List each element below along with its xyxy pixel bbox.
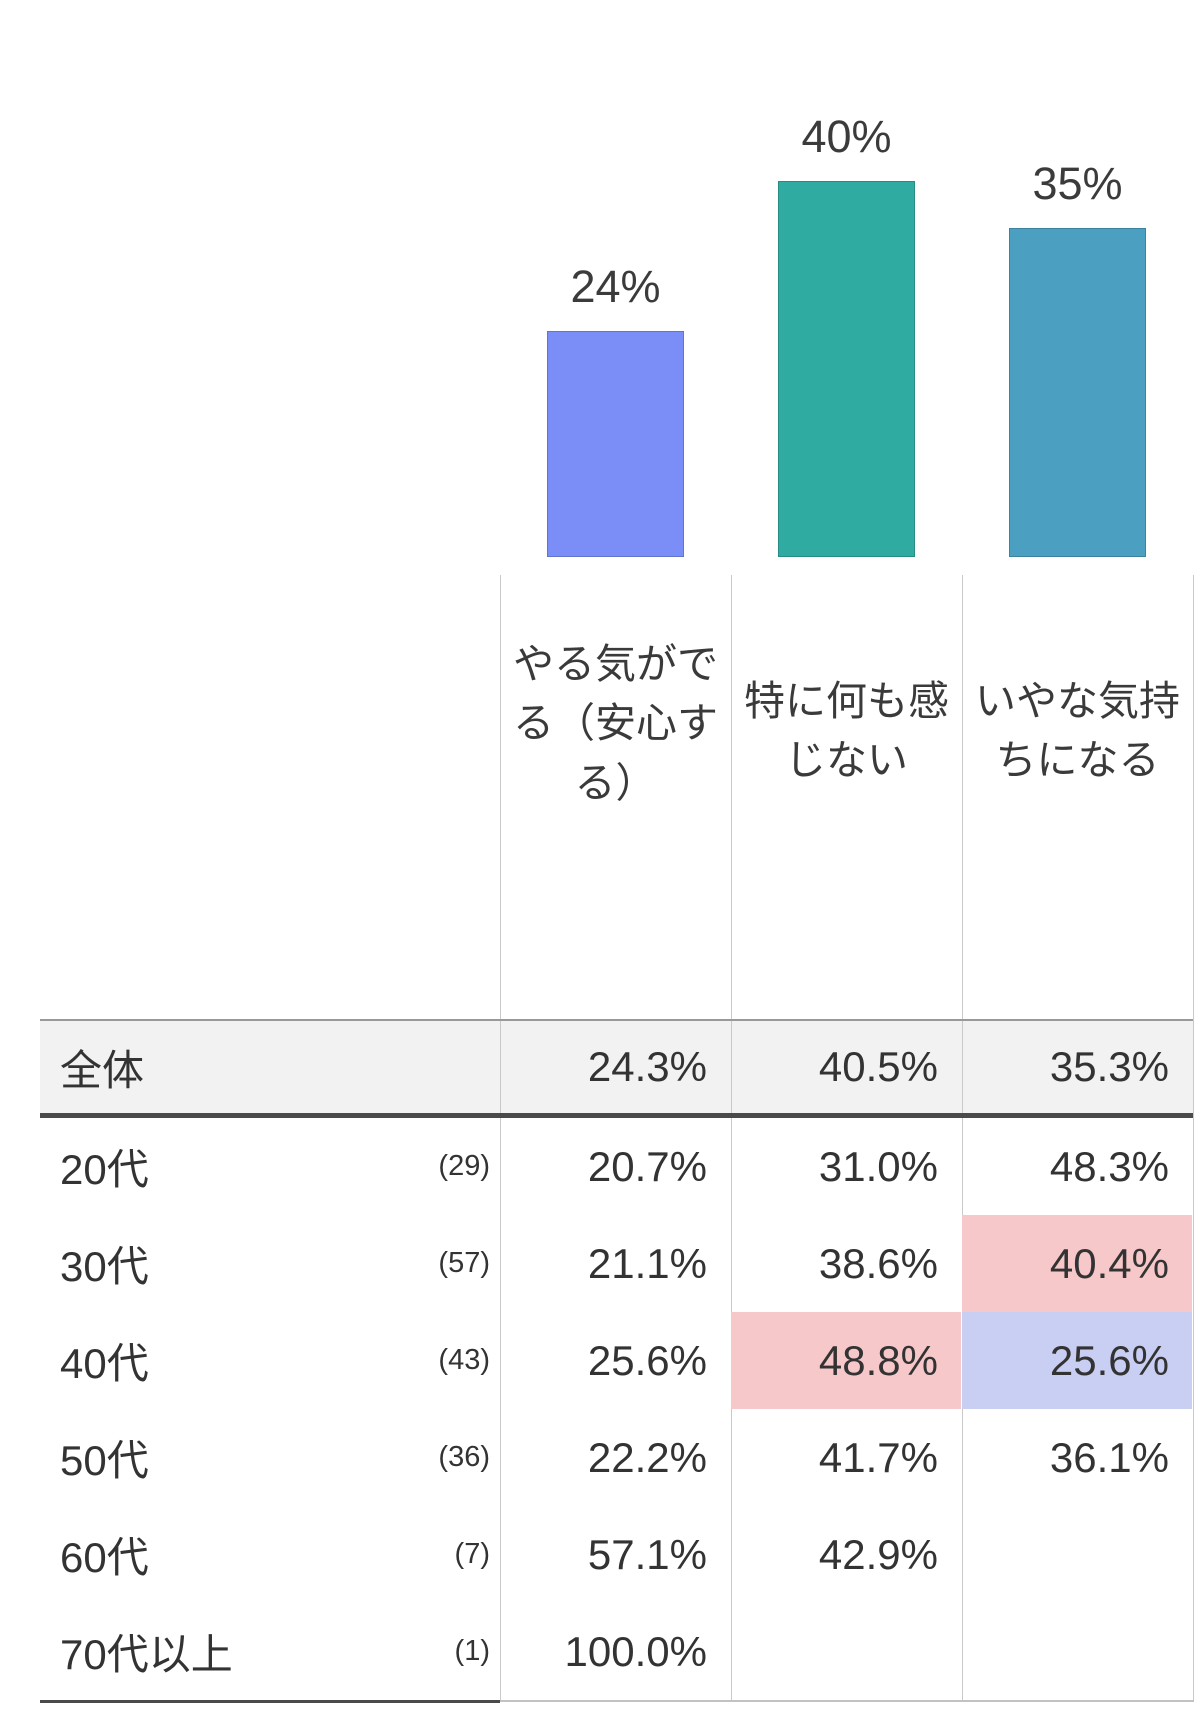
- age-row-count: (1): [454, 1635, 490, 1667]
- highlighted-cell-blue: [962, 1312, 1192, 1409]
- age-cell-value: 48.3%: [1049, 1142, 1169, 1190]
- bar-value-label: 40%: [801, 111, 892, 162]
- age-cell-value: 31.0%: [818, 1142, 938, 1190]
- age-row-label: 30代: [60, 1243, 149, 1290]
- age-cell-value: 57.1%: [587, 1530, 707, 1578]
- bar-motivated: [547, 331, 684, 557]
- age-cell-value: 22.2%: [587, 1433, 707, 1481]
- column-gridline: [1193, 575, 1194, 1700]
- age-row-label: 50代: [60, 1437, 149, 1484]
- bar-value-label: 35%: [1032, 158, 1123, 209]
- column-header-motivated: やる気がで る（安心す る）: [513, 641, 718, 806]
- age-row-count: (7): [454, 1538, 490, 1570]
- overall-cell-value: 35.3%: [1049, 1043, 1169, 1090]
- age-cell-value: 25.6%: [1049, 1336, 1169, 1384]
- highlighted-cell-pink: [962, 1215, 1192, 1312]
- bar-value-label: 24%: [570, 261, 661, 312]
- column-gridline: [500, 575, 501, 1700]
- bar-feel-nothing: [778, 181, 915, 557]
- age-row-label: 40代: [60, 1340, 149, 1387]
- age-row-label: 70代以上: [60, 1631, 233, 1678]
- table-bottom-border-light: [500, 1700, 1194, 1702]
- age-row-label: 20代: [60, 1146, 149, 1193]
- age-cell-value: 40.4%: [1049, 1239, 1169, 1287]
- column-gridline: [731, 575, 732, 1700]
- age-cell-value: 41.7%: [818, 1433, 938, 1481]
- highlighted-cell-pink: [731, 1312, 961, 1409]
- age-cell-value: 100.0%: [564, 1627, 707, 1675]
- age-row-count: (29): [438, 1150, 490, 1182]
- overall-cell-value: 40.5%: [818, 1043, 938, 1090]
- overall-row-background: [40, 1021, 1193, 1113]
- column-header-feel-nothing: 特に何も感 じない: [744, 678, 949, 784]
- overall-row-label: 全体: [60, 1046, 145, 1094]
- age-cell-value: 38.6%: [818, 1239, 938, 1287]
- age-cell-value: 42.9%: [818, 1530, 938, 1578]
- age-row-count: (43): [438, 1344, 490, 1376]
- overall-cell-value: 24.3%: [587, 1043, 707, 1090]
- overall-row-top-border: [40, 1019, 1193, 1021]
- age-row-label: 60代: [60, 1534, 149, 1581]
- age-cell-value: 48.8%: [818, 1336, 938, 1384]
- age-cell-value: 25.6%: [587, 1336, 707, 1384]
- age-cell-value: 20.7%: [587, 1142, 707, 1190]
- age-cell-value: 36.1%: [1049, 1433, 1169, 1481]
- column-gridline: [962, 575, 963, 1700]
- column-header-unpleasant: いやな気持 ちになる: [975, 678, 1180, 784]
- bar-unpleasant: [1009, 228, 1146, 557]
- age-row-count: (36): [438, 1441, 490, 1473]
- age-row-count: (57): [438, 1247, 490, 1279]
- overall-row-thick-border: [40, 1113, 1193, 1118]
- age-cell-value: 21.1%: [587, 1239, 707, 1287]
- table-bottom-border-dark: [40, 1700, 500, 1703]
